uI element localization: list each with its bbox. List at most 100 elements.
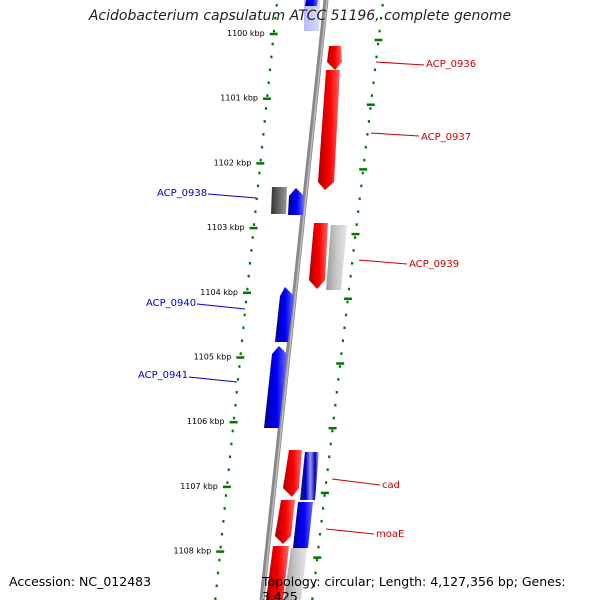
ring-dot-right: [326, 468, 329, 471]
label-cad[interactable]: cad: [382, 480, 400, 491]
ring-dot-left: [231, 429, 234, 433]
label-acp-0939[interactable]: ACP_0939: [409, 259, 459, 270]
ruler-label: 1108 kbp: [173, 547, 211, 556]
gene-block-acp-0939[interactable]: [309, 223, 328, 289]
ring-dot-left: [244, 300, 248, 304]
label-acp-0937[interactable]: ACP_0937: [421, 132, 471, 143]
topology-text: Topology: circular; Length: 4,127,356 bp…: [262, 574, 566, 600]
gene-block-acp-0938-dark[interactable]: [271, 187, 287, 214]
ring-dot-right: [323, 494, 326, 497]
ring-dot-right: [357, 210, 360, 213]
gene-block-bottom-red: [266, 546, 289, 600]
ring-dot-right: [331, 429, 334, 433]
ruler-label: 1100 kbp: [227, 29, 265, 38]
ring-dot-left: [267, 81, 270, 84]
ring-dot-right: [318, 532, 322, 536]
leader-acp-0938: [207, 193, 257, 199]
ring-dot-left: [240, 339, 244, 342]
ring-dot-right: [370, 94, 373, 97]
ring-dot-left: [258, 171, 261, 175]
label-acp-0938[interactable]: ACP_0938: [157, 188, 207, 199]
gene-block-top-partial-blue: [305, 0, 318, 6]
ring-dot-left: [243, 313, 246, 317]
leader-acp-0941: [188, 376, 238, 383]
ring-dot-left: [262, 133, 265, 136]
ring-dot-left: [260, 145, 264, 149]
ring-dot-right: [355, 223, 358, 226]
gene-block-acp-0939-gray[interactable]: [326, 225, 347, 290]
ring-dot-right: [376, 42, 380, 46]
accession-text: Accession: NC_012483: [9, 574, 152, 589]
ring-dot-left: [239, 352, 242, 355]
ring-dot-left: [236, 378, 240, 381]
ring-dot-right: [349, 274, 352, 278]
ring-dot-right: [358, 197, 361, 201]
ring-dot-left: [246, 287, 249, 291]
ring-dot-right: [320, 520, 323, 523]
ring-dot-right: [361, 171, 364, 175]
ring-dot-left: [214, 597, 217, 600]
ring-dot-left: [227, 468, 230, 471]
ring-dot-right: [346, 300, 349, 304]
ring-dot-left: [247, 274, 250, 278]
gene-block-moae-blue[interactable]: [293, 502, 313, 548]
ring-dot-right: [343, 326, 346, 330]
ring-dot-right: [360, 184, 363, 188]
ring-dot-left: [255, 197, 258, 201]
leader-moae: [325, 528, 375, 535]
ruler-label: 1102 kbp: [214, 158, 252, 167]
ring-dot-left: [270, 55, 273, 59]
ring-dot-right: [372, 81, 375, 84]
leader-acp-0940: [196, 303, 246, 310]
ring-dot-right: [366, 133, 369, 136]
leader-cad: [331, 478, 381, 486]
ring-dot-left: [259, 158, 262, 162]
ring-dot-right: [335, 391, 338, 394]
gene-block-acp-0937[interactable]: [318, 70, 340, 190]
ring-dots: [214, 4, 384, 600]
label-moae[interactable]: moaE: [376, 529, 404, 540]
gene-block-acp-0940[interactable]: [275, 287, 294, 342]
gene-block-acp-0941[interactable]: [264, 346, 287, 428]
gene-block-cad-stripe[interactable]: [300, 452, 319, 500]
gene-block-cad[interactable]: [283, 450, 302, 497]
ring-dot-right: [329, 442, 332, 446]
leader-acp-0937: [370, 132, 420, 137]
ring-dot-right: [328, 455, 331, 459]
ring-dot-left: [215, 584, 218, 588]
ring-dot-left: [228, 455, 232, 459]
label-acp-0940[interactable]: ACP_0940: [146, 298, 196, 309]
ring-dot-right: [363, 158, 366, 162]
label-acp-0936[interactable]: ACP_0936: [426, 59, 476, 70]
ring-dot-right: [378, 29, 381, 33]
ring-dot-left: [266, 94, 269, 97]
gene-block-acp-0936[interactable]: [327, 46, 342, 70]
ring-dot-right: [314, 571, 317, 575]
ring-dot-right: [375, 55, 378, 59]
ring-dot-left: [223, 507, 226, 510]
ring-dot-right: [354, 236, 357, 239]
gene-features: [264, 0, 347, 600]
gene-block-moae[interactable]: [275, 500, 295, 544]
ring-dot-right: [312, 584, 315, 588]
ring-dot-right: [351, 262, 354, 265]
ring-dot-left: [271, 42, 274, 46]
ring-dot-left: [238, 365, 241, 368]
genome-backbone: [259, 0, 329, 600]
ring-dot-left: [220, 532, 224, 536]
label-acp-0941[interactable]: ACP_0941: [138, 370, 188, 381]
ring-dot-left: [224, 494, 228, 497]
ring-dot-left: [242, 326, 245, 330]
ruler-label: 1103 kbp: [207, 223, 245, 232]
ring-dot-right: [373, 68, 377, 72]
ring-dot-right: [338, 365, 341, 368]
gene-labels: ACP_0936 ACP_0937 ACP_0938 ACP_0939 ACP_…: [138, 59, 476, 540]
genome-backbone-highlight: [262, 0, 328, 600]
ring-dot-left: [216, 571, 220, 575]
ring-dot-right: [347, 287, 351, 291]
gene-block-acp-0938[interactable]: [288, 188, 304, 215]
ring-dot-left: [254, 210, 257, 213]
ruler-label: 1101 kbp: [220, 94, 258, 103]
